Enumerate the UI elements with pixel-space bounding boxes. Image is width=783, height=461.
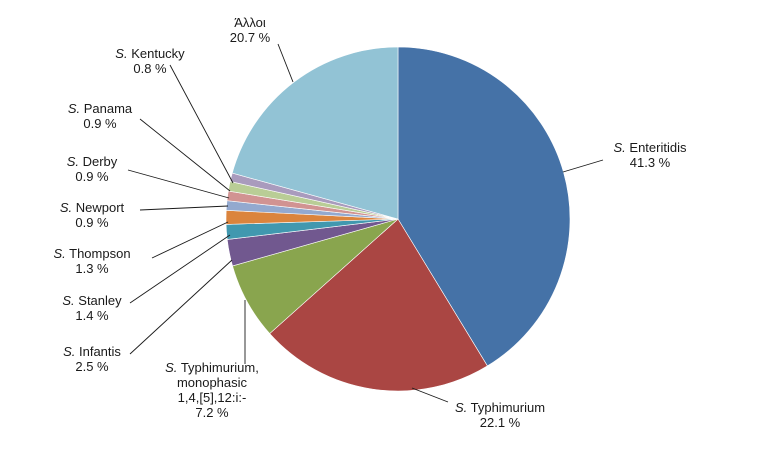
slice-value: 1.4 % [75,308,109,323]
slice-value: 0.9 % [75,169,109,184]
slice-value: 7.2 % [195,405,229,420]
slice-name: S. Derby [67,154,118,169]
slice-name: S. Typhimurium [455,400,545,415]
slice-name: S. Stanley [62,293,122,308]
genus-abbrev: S. [165,360,177,375]
leader-line [151,221,229,259]
slice-name: monophasic [177,375,248,390]
slice-name: S. Typhimurium, [165,360,259,375]
slice-label: S. Derby 0.9 % [67,154,118,184]
slice-label: S. Typhimurium 22.1 % [455,400,545,430]
slice-label: S. Enteritidis 41.3 % [614,140,687,170]
pie-slice [397,46,571,367]
pie-slice [231,46,399,220]
genus-abbrev: S. [67,154,79,169]
leader-line [169,64,234,184]
leader-line [411,387,449,403]
leader-lines [127,43,604,403]
slice-label: S. Newport 0.9 % [60,200,125,230]
slice-label: Άλλοι 20.7 % [230,15,271,45]
leader-line [139,118,231,192]
leader-line [127,169,230,199]
slice-label: S. Panama 0.9 % [68,101,133,131]
slice-name: 1,4,[5],12:i:- [178,390,247,405]
slice-value: 22.1 % [480,415,521,430]
slice-value: 2.5 % [75,359,109,374]
genus-abbrev: S. [62,293,74,308]
slice-name: S. Kentucky [115,46,185,61]
leader-line [139,205,229,211]
leader-line [562,159,604,173]
slice-name: Άλλοι [234,15,266,30]
pie-slices [225,46,571,392]
slice-label: S. Thompson 1.3 % [53,246,130,276]
slice-value: 0.8 % [133,61,167,76]
leader-line [129,234,231,304]
genus-abbrev: S. [53,246,65,261]
slice-name: S. Infantis [63,344,121,359]
slice-value: 41.3 % [630,155,671,170]
genus-abbrev: S. [455,400,467,415]
genus-abbrev: S. [115,46,127,61]
slice-value: 0.9 % [83,116,117,131]
slice-value: 20.7 % [230,30,271,45]
slice-label: S. Typhimurium, monophasic 1,4,[5],12:i:-7… [165,360,259,420]
slice-labels: S. Enteritidis 41.3 % S. Typhimurium 22.1 %… [53,15,687,430]
genus-abbrev: S. [68,101,80,116]
slice-label: S. Stanley 1.4 % [62,293,122,323]
slice-name: S. Newport [60,200,125,215]
slice-value: 1.3 % [75,261,109,276]
slice-label: S. Kentucky 0.8 % [115,46,185,76]
genus-abbrev: S. [614,140,626,155]
leader-line [277,43,294,83]
genus-abbrev: S. [60,200,72,215]
pie-slice [269,218,488,392]
genus-abbrev: S. [63,344,75,359]
slice-value: 0.9 % [75,215,109,230]
slice-name: S. Thompson [53,246,130,261]
slice-label: S. Infantis 2.5 % [63,344,121,374]
slice-name: S. Enteritidis [614,140,687,155]
slice-name: S. Panama [68,101,133,116]
leader-line [129,259,233,355]
